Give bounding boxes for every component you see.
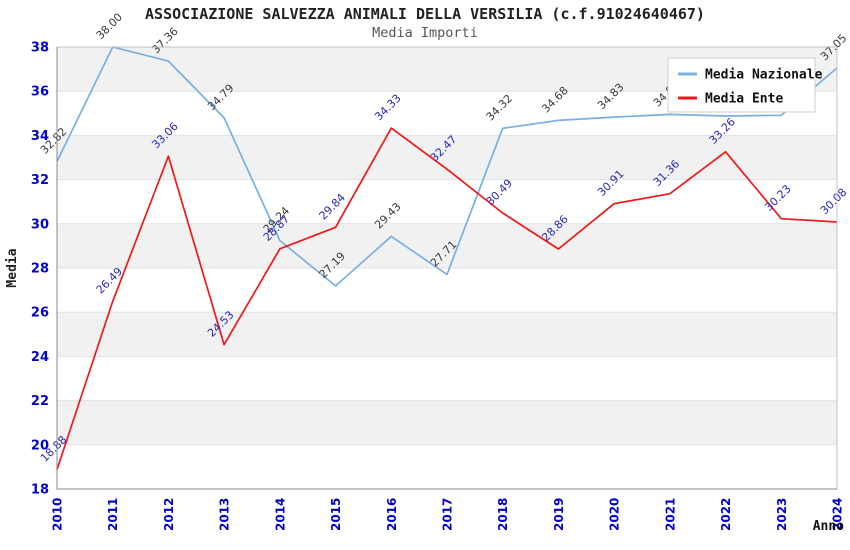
x-axis-title: Anno	[813, 519, 844, 534]
x-tick-label: 2015	[329, 498, 343, 531]
y-tick-label: 30	[31, 217, 49, 232]
legend-item-media-nazionale: Media Nazionale	[678, 68, 823, 83]
plot-band	[57, 312, 837, 357]
x-tick-label: 2017	[441, 498, 455, 531]
x-tick-label: 2013	[218, 498, 232, 531]
chart-title: ASSOCIAZIONE SALVEZZA ANIMALI DELLA VERS…	[145, 5, 705, 23]
legend: Media Nazionale Media Ente	[667, 57, 823, 113]
x-tick-label: 2018	[496, 498, 510, 531]
x-tick-label: 2020	[608, 498, 622, 531]
y-tick-label: 24	[31, 350, 49, 365]
plot-band	[57, 444, 837, 489]
plot-band	[57, 400, 837, 445]
x-tick-label: 2011	[106, 498, 120, 531]
y-axis-title: Media	[5, 248, 20, 287]
x-tick-label: 2024	[831, 498, 845, 531]
x-tick-label: 2010	[51, 498, 65, 531]
x-tick-label: 2014	[273, 498, 287, 531]
legend-label: Media Nazionale	[705, 68, 823, 83]
y-tick-label: 22	[31, 394, 49, 409]
y-tick-label: 38	[31, 41, 49, 56]
x-tick-label: 2021	[663, 498, 677, 531]
x-tick-labels: 2010 2011 2012 2013 2014 2015 2016 2017 2018 2019…	[51, 498, 845, 531]
plot-bands	[57, 47, 837, 489]
y-tick-label: 32	[31, 173, 49, 188]
plot-band	[57, 135, 837, 180]
x-tick-label: 2022	[719, 498, 733, 531]
legend-box	[667, 57, 816, 113]
plot-band	[57, 179, 837, 224]
plot-band	[57, 223, 837, 268]
legend-item-media-ente: Media Ente	[678, 92, 783, 107]
y-tick-label: 28	[31, 262, 49, 277]
x-tick-label: 2012	[162, 498, 176, 531]
legend-label: Media Ente	[705, 92, 783, 107]
series-line-media-ente	[56, 127, 838, 470]
y-tick-label: 20	[31, 438, 49, 453]
y-tick-label: 18	[31, 483, 49, 498]
series-line-media-nazionale	[56, 46, 838, 287]
y-tick-label: 34	[31, 129, 49, 144]
y-tick-label: 26	[31, 306, 49, 321]
chart-subtitle: Media Importi	[372, 25, 478, 41]
plot-band	[57, 356, 837, 401]
x-tick-label: 2019	[552, 498, 566, 531]
x-tick-label: 2016	[385, 498, 399, 531]
x-tick-label: 2023	[775, 498, 789, 531]
y-tick-labels: 18 20 22 24 26 28 30 32 34 36 38	[31, 41, 49, 498]
y-tick-label: 36	[31, 85, 49, 100]
plot-band	[57, 268, 837, 313]
